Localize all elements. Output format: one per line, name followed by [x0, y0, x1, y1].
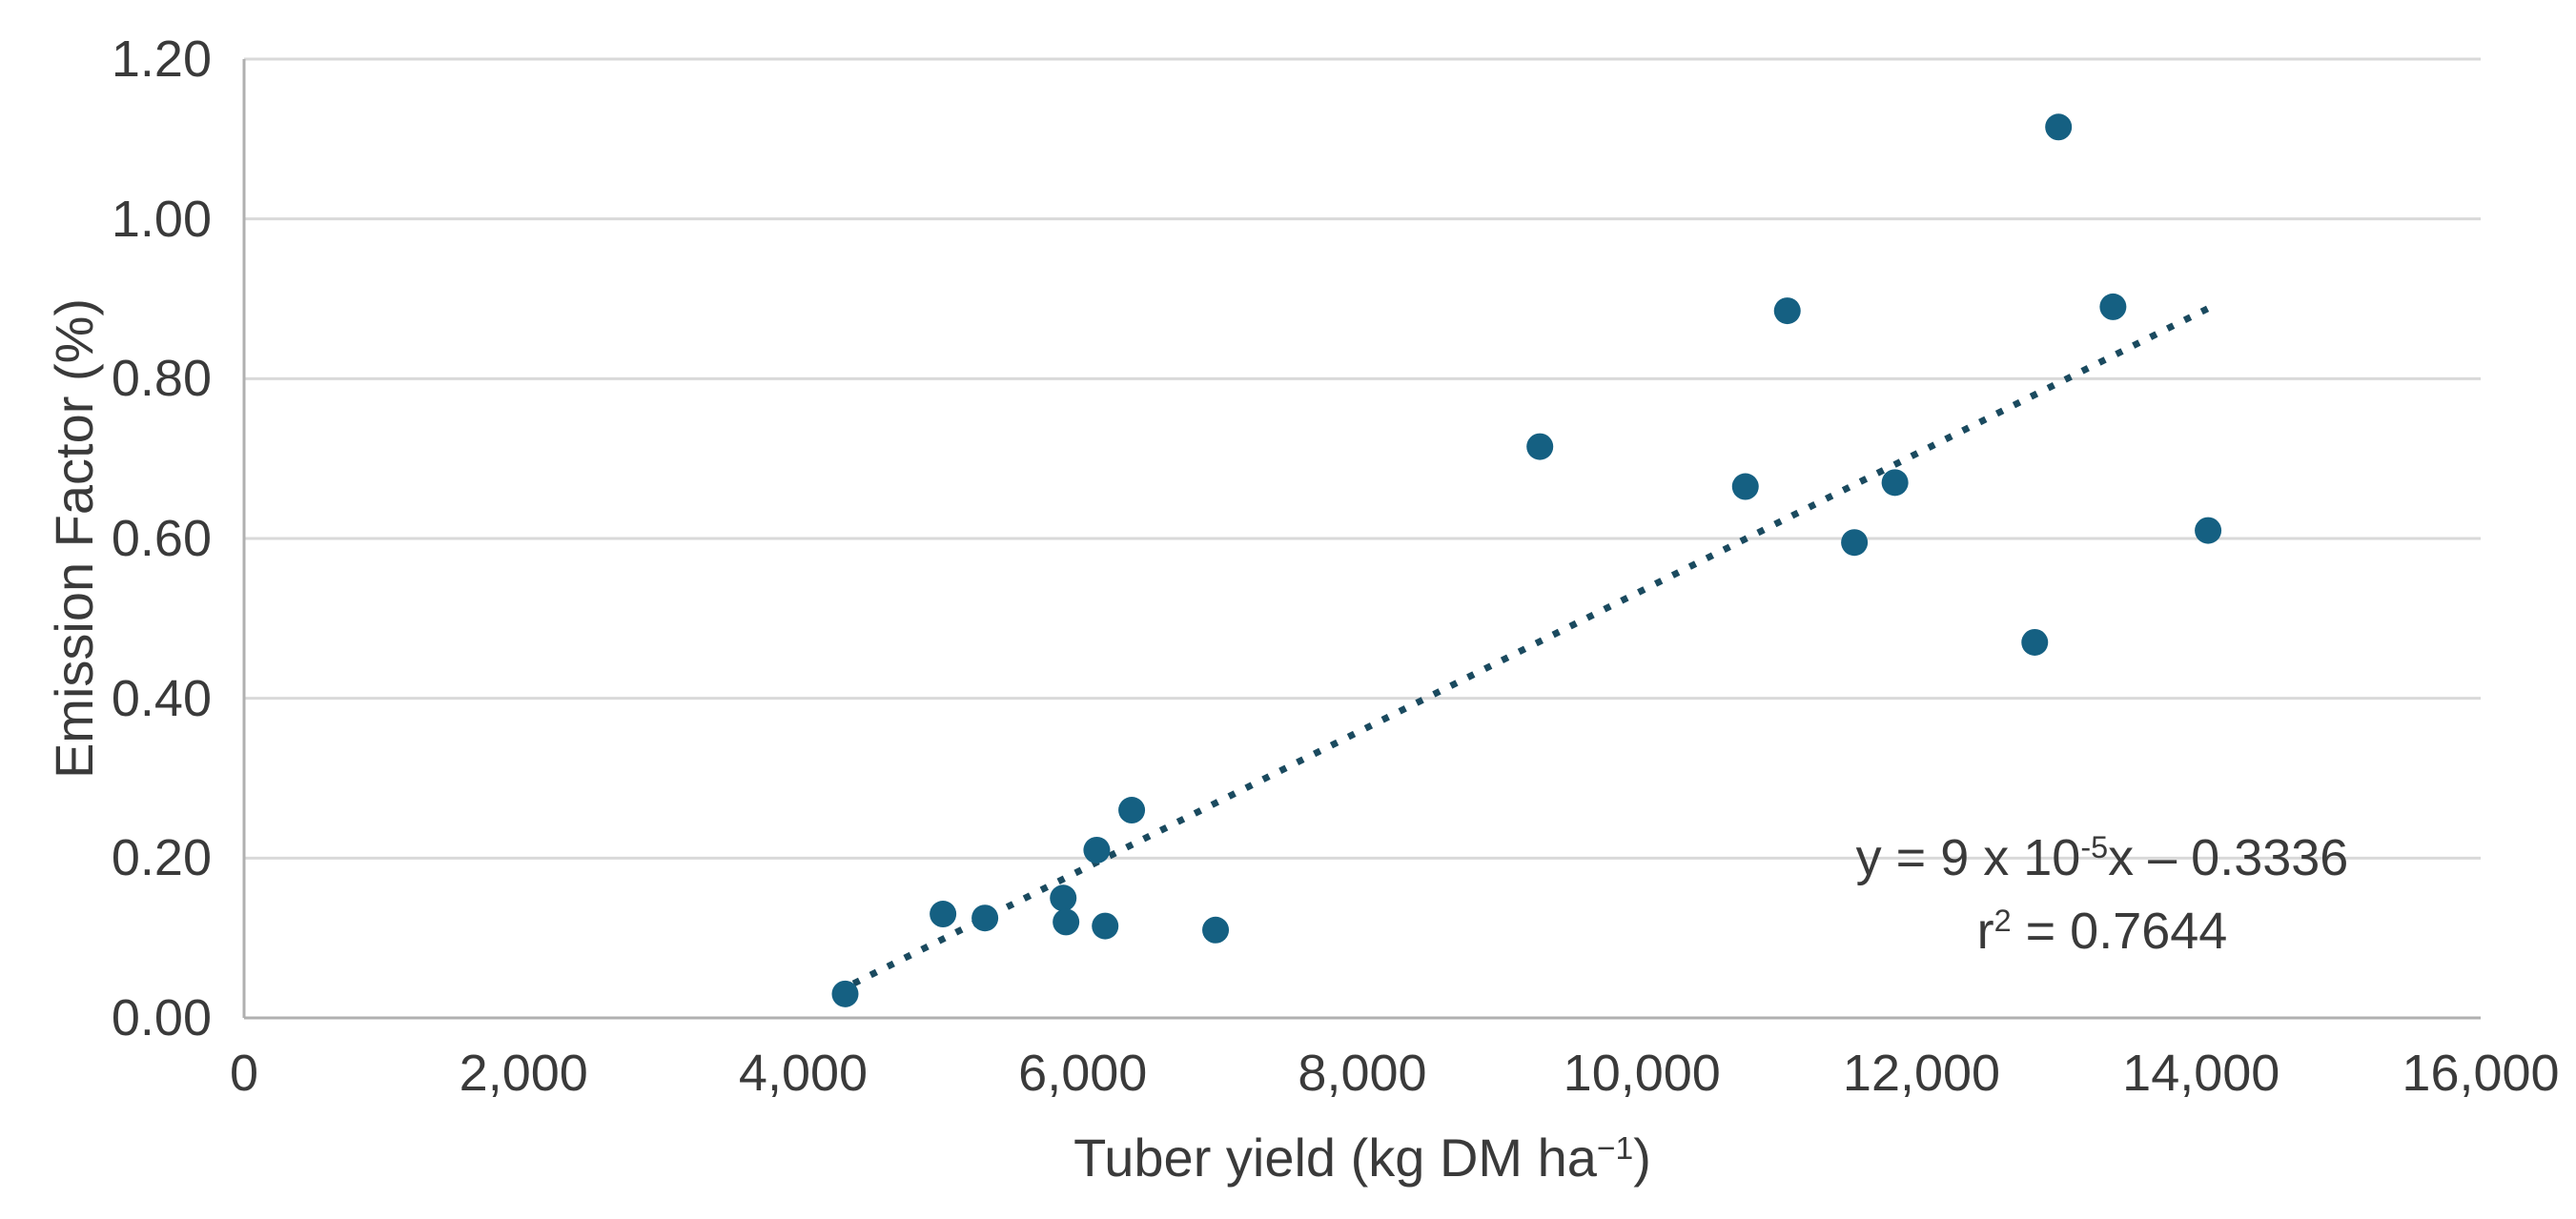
- text-run: x – 0.3336: [2108, 829, 2349, 886]
- scatter-point: [2045, 113, 2073, 141]
- text-run: y = 9 x 10: [1855, 829, 2081, 886]
- x-tick-label: 2,000: [459, 1045, 588, 1102]
- x-tick-label: 6,000: [1018, 1045, 1148, 1102]
- y-tick-label: 0.60: [111, 510, 212, 567]
- scatter-point: [831, 980, 859, 1007]
- y-tick-label: 0.20: [111, 829, 212, 887]
- text-run: ): [1633, 1128, 1651, 1188]
- superscript-text: −1: [1596, 1130, 1634, 1167]
- y-tick-label: 1.20: [111, 30, 212, 88]
- scatter-point: [1050, 884, 1077, 912]
- scatter-point: [1731, 473, 1759, 500]
- trendline-annotation: y = 9 x 10-5x – 0.3336 r2 = 0.7644: [1856, 824, 2349, 971]
- scatter-point: [1053, 908, 1080, 936]
- scatter-point: [2099, 293, 2127, 320]
- x-axis-title: Tuber yield (kg DM ha−1): [1073, 1129, 1651, 1195]
- scatter-point: [1083, 836, 1111, 863]
- text-run: Tuber yield (kg DM ha: [1073, 1128, 1597, 1188]
- text-run: = 0.7644: [2011, 903, 2228, 960]
- superscript-text: -5: [2080, 830, 2109, 865]
- scatter-point: [1881, 469, 1909, 497]
- x-tick-label: 16,000: [2402, 1045, 2560, 1102]
- scatter-point: [2021, 628, 2049, 656]
- r-squared-value: r2 = 0.7644: [1856, 898, 2349, 971]
- x-tick-label: 0: [229, 1045, 259, 1102]
- scatter-point: [1526, 433, 1554, 460]
- scatter-point: [1773, 297, 1801, 325]
- scatter-point: [1092, 912, 1119, 940]
- scatter-point: [930, 901, 957, 928]
- y-tick-label: 0.00: [111, 989, 212, 1046]
- trendline-equation: y = 9 x 10-5x – 0.3336: [1856, 824, 2349, 898]
- x-tick-label: 4,000: [738, 1045, 869, 1102]
- trendline: [851, 305, 2210, 987]
- x-tick-label: 14,000: [2122, 1045, 2280, 1102]
- x-tick-label: 8,000: [1298, 1045, 1427, 1102]
- x-tick-label: 12,000: [1842, 1045, 2001, 1102]
- x-tick-label: 10,000: [1563, 1045, 1721, 1102]
- scatter-point: [1841, 529, 1869, 557]
- y-axis-title: Emission Factor (%): [44, 297, 104, 780]
- y-tick-label: 0.80: [111, 350, 212, 408]
- scatter-point: [2195, 517, 2222, 544]
- y-tick-label: 1.00: [111, 190, 212, 248]
- superscript-text: 2: [1993, 904, 2012, 939]
- text-run: r: [1976, 903, 1994, 960]
- scatter-point: [1118, 797, 1146, 824]
- scatter-point: [971, 904, 999, 932]
- y-tick-label: 0.40: [111, 669, 212, 727]
- scatter-point: [1202, 916, 1230, 944]
